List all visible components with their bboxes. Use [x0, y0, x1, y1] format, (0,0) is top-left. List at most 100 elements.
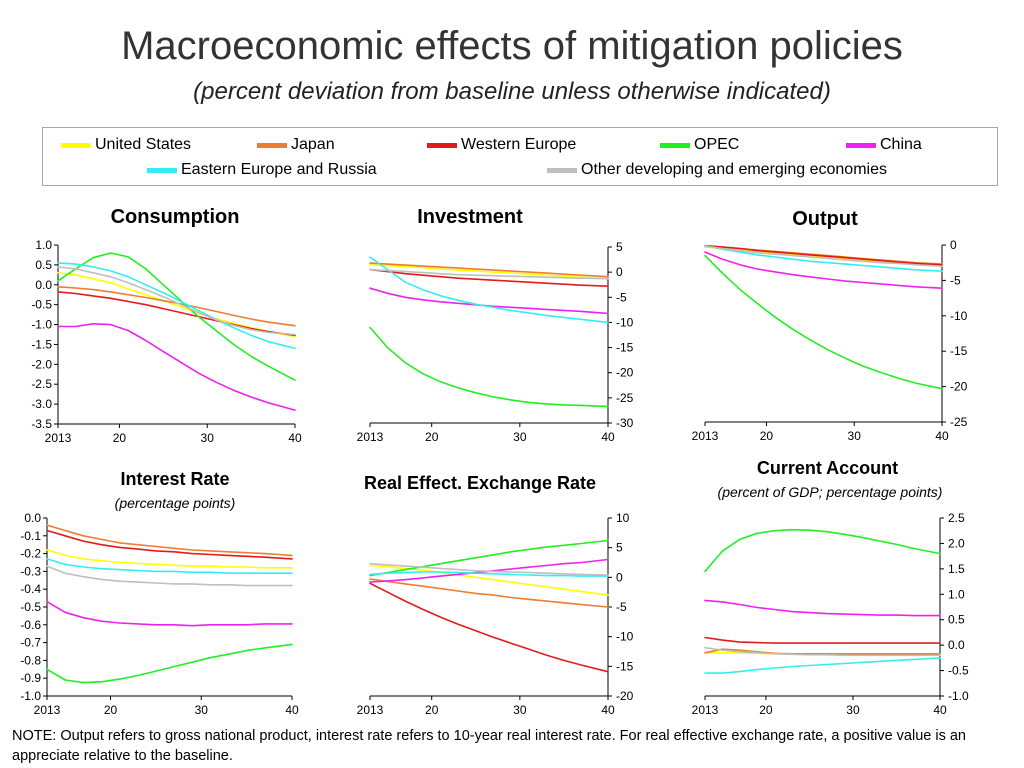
x-tick-label: 30: [201, 431, 215, 445]
series-line-eastern-europe-and-russia: [704, 244, 943, 273]
series-line-japan: [369, 578, 609, 608]
legend: United States Japan Western Europe OPEC …: [42, 127, 998, 186]
y-tick-label: -0.8: [20, 653, 41, 667]
chart-subtitle-interest-rate: (percentage points): [114, 495, 236, 511]
y-tick-label: -5: [950, 273, 961, 287]
x-tick-label: 2013: [357, 430, 384, 444]
y-tick-label: -10: [616, 315, 634, 329]
series-line-western-europe: [704, 636, 941, 644]
series-line-other-developing-and-emerging-economies: [46, 565, 293, 587]
y-tick-label: 2.5: [948, 511, 965, 525]
y-tick-label: -0.7: [20, 636, 41, 650]
series-line-eastern-europe-and-russia: [704, 657, 941, 674]
x-tick-label: 20: [425, 703, 439, 717]
y-tick-label: 2.0: [948, 536, 965, 550]
y-tick-label: -10: [950, 309, 968, 323]
y-tick-label: 0.5: [948, 613, 965, 627]
series-line-japan: [57, 285, 296, 327]
series-line-opec: [369, 539, 609, 577]
y-tick-label: 0: [616, 570, 623, 584]
series-line-western-europe: [704, 244, 943, 266]
x-tick-label: 40: [288, 431, 302, 445]
series-line-western-europe: [369, 582, 609, 673]
series-line-other-developing-and-emerging-economies: [704, 245, 943, 268]
x-tick-label: 2013: [45, 431, 72, 445]
y-tick-label: 0.5: [35, 258, 52, 272]
y-tick-label: -3.0: [31, 397, 52, 411]
y-tick-label: -1.0: [20, 689, 41, 703]
y-tick-label: -0.5: [31, 298, 52, 312]
x-tick-label: 30: [513, 703, 527, 717]
series-line-opec: [704, 254, 943, 390]
y-tick-label: -3.5: [31, 417, 52, 431]
x-tick-label: 20: [425, 430, 439, 444]
series-line-japan: [369, 262, 609, 278]
y-tick-label: 10: [616, 511, 630, 525]
x-tick-label: 2013: [692, 429, 719, 443]
legend-label: OPEC: [694, 136, 740, 153]
legend-swatch: [257, 142, 287, 148]
legend-item-eastern-europe-russia: Eastern Europe and Russia: [147, 161, 377, 179]
x-tick-label: 20: [104, 703, 118, 717]
x-tick-label: 30: [513, 430, 527, 444]
legend-item-china: China: [846, 136, 922, 154]
series-line-united-states: [46, 549, 293, 569]
series-line-western-europe: [46, 529, 293, 560]
series-line-japan: [46, 524, 293, 557]
x-tick-label: 40: [601, 703, 615, 717]
legend-item-japan: Japan: [257, 136, 335, 154]
y-tick-label: 0: [950, 238, 957, 252]
y-tick-label: -1.0: [31, 318, 52, 332]
y-tick-label: -0.1: [20, 529, 41, 543]
series-line-china: [704, 599, 941, 617]
series-line-other-developing-and-emerging-economies: [369, 562, 609, 576]
chart-subtitle-current-account: (percent of GDP; percentage points): [717, 484, 943, 500]
y-tick-label: -30: [616, 416, 634, 430]
series-line-opec: [369, 326, 609, 408]
x-tick-label: 30: [848, 429, 862, 443]
y-tick-label: 0.0: [948, 638, 965, 652]
x-tick-label: 40: [933, 703, 947, 717]
series-line-eastern-europe-and-russia: [369, 256, 609, 324]
series-line-china: [46, 600, 293, 627]
x-tick-label: 30: [846, 703, 860, 717]
y-tick-label: -0.4: [20, 582, 41, 596]
legend-label: Western Europe: [461, 136, 577, 153]
y-tick-label: -20: [950, 380, 968, 394]
legend-swatch: [547, 167, 577, 173]
chart-title-output: Output: [792, 208, 858, 230]
y-tick-label: 0.0: [35, 278, 52, 292]
series-line-eastern-europe-and-russia: [369, 571, 609, 577]
y-tick-label: -15: [616, 659, 634, 673]
y-tick-label: -0.6: [20, 618, 41, 632]
chart-title-interest-rate: Interest Rate: [120, 469, 230, 489]
legend-item-western-europe: Western Europe: [427, 136, 576, 154]
chart-title-consumption: Consumption: [110, 206, 240, 228]
y-tick-label: -10: [616, 630, 634, 644]
footnote: NOTE: Output refers to gross national pr…: [12, 728, 966, 764]
series-line-opec: [46, 643, 293, 684]
series-line-eastern-europe-and-russia: [57, 262, 296, 350]
y-tick-label: 1.5: [948, 562, 965, 576]
chart-title-investment: Investment: [417, 206, 523, 228]
y-tick-label: 5: [616, 240, 623, 254]
series-line-opec: [57, 252, 296, 382]
legend-swatch: [427, 142, 457, 148]
y-tick-label: -0.5: [20, 600, 41, 614]
x-tick-label: 2013: [34, 703, 61, 717]
legend-swatch: [61, 142, 91, 148]
y-tick-label: 1.0: [35, 238, 52, 252]
y-tick-label: -0.3: [20, 564, 41, 578]
y-tick-label: -5: [616, 600, 627, 614]
legend-label: Eastern Europe and Russia: [181, 161, 377, 178]
y-tick-label: -20: [616, 689, 634, 703]
x-tick-label: 40: [285, 703, 299, 717]
series-line-japan: [704, 648, 941, 655]
x-tick-label: 20: [760, 429, 774, 443]
y-tick-label: -0.5: [948, 664, 969, 678]
x-tick-label: 20: [113, 431, 127, 445]
series-line-western-europe: [57, 291, 296, 337]
